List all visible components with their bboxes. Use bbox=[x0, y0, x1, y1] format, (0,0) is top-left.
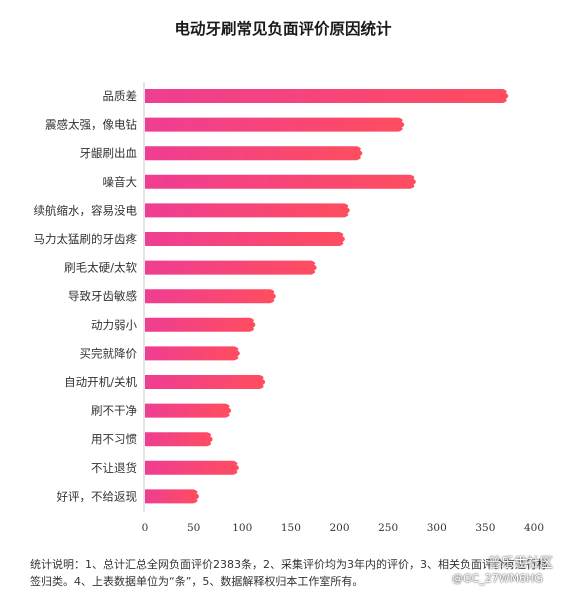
bar bbox=[145, 146, 363, 161]
category-label: 买完就降价 bbox=[80, 346, 138, 360]
category-label: 刷毛太硬/太软 bbox=[64, 261, 137, 275]
bar bbox=[145, 432, 213, 447]
footnote: 统计说明：1、总计汇总全网负面评价2383条，2、采集评价均为3年内的评价，3、… bbox=[30, 558, 548, 588]
x-tick-label: 200 bbox=[329, 522, 349, 534]
x-tick-label: 150 bbox=[281, 522, 301, 534]
bar bbox=[145, 489, 200, 504]
bar bbox=[145, 232, 345, 246]
category-label: 续航缩水，容易没电 bbox=[34, 203, 138, 217]
bar bbox=[145, 375, 266, 389]
category-label: 导致牙齿敏感 bbox=[68, 289, 137, 303]
watermark-line1: 普乐世社区 bbox=[488, 556, 554, 571]
x-tick-label: 0 bbox=[142, 522, 149, 534]
x-tick-labels: 0 50 100 150 200 250 300 350 400 bbox=[142, 522, 544, 534]
category-label: 自动开机/关机 bbox=[64, 375, 137, 389]
bar bbox=[145, 260, 317, 275]
category-label: 牙龈刷出血 bbox=[80, 146, 138, 160]
category-label: 噪音大 bbox=[103, 175, 138, 189]
category-label: 不让退货 bbox=[91, 461, 137, 475]
bar bbox=[145, 403, 232, 418]
chart-title: 电动牙刷常见负面评价原因统计 bbox=[174, 19, 392, 38]
bar bbox=[145, 460, 239, 475]
bar bbox=[145, 317, 256, 332]
category-label: 好评，不给返现 bbox=[57, 489, 138, 503]
bar bbox=[145, 117, 405, 132]
category-label: 刷不干净 bbox=[91, 404, 137, 418]
category-label: 品质差 bbox=[103, 89, 138, 103]
x-tick-label: 50 bbox=[187, 522, 200, 534]
x-tick-label: 100 bbox=[232, 522, 252, 534]
category-label: 马力太猛刷的牙齿疼 bbox=[34, 232, 138, 246]
bar bbox=[145, 89, 509, 103]
category-labels: 品质差震感太强，像电钻牙龈刷出血噪音大续航缩水，容易没电马力太猛刷的牙齿疼刷毛太… bbox=[34, 89, 138, 503]
x-tick-label: 400 bbox=[524, 522, 544, 534]
category-label: 动力弱小 bbox=[91, 318, 137, 332]
bar bbox=[145, 203, 350, 218]
watermark-line2: @GC_27WM6HG bbox=[452, 572, 543, 585]
bar bbox=[145, 174, 416, 189]
category-label: 用不习惯 bbox=[91, 432, 137, 446]
x-tick-label: 350 bbox=[475, 522, 495, 534]
bar bbox=[145, 346, 240, 361]
bar bbox=[145, 289, 276, 304]
x-tick-label: 300 bbox=[427, 522, 447, 534]
bars-group bbox=[145, 89, 509, 504]
x-tick-label: 250 bbox=[378, 522, 398, 534]
category-label: 震感太强，像电钻 bbox=[45, 118, 137, 132]
